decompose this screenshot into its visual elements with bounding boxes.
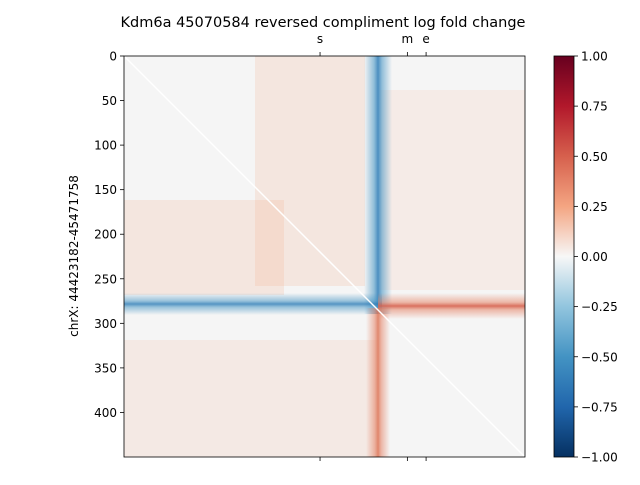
colorbar-tick-label: −1.00 (581, 451, 618, 465)
y-tick-label: 200 (94, 228, 117, 242)
colorbar-tick-label: 0.00 (581, 250, 608, 264)
heatmap-red-horizontal-band (378, 293, 525, 319)
heatmap-blue-horizontal-band (124, 293, 382, 315)
colorbar-tick-label: 0.25 (581, 200, 608, 214)
heatmap-red-wash-left (124, 200, 284, 295)
heatmap-blue-vertical-band (364, 56, 392, 314)
top-marker-label-m: m (402, 32, 414, 46)
heatmap (124, 56, 525, 457)
y-tick-label: 150 (94, 183, 117, 197)
heatmap-red-wash-right (380, 90, 525, 290)
y-tick-label: 100 (94, 139, 117, 153)
colorbar-tick-label: −0.75 (581, 400, 618, 414)
y-tick-label: 250 (94, 272, 117, 286)
y-tick-label: 400 (94, 406, 117, 420)
heatmap-red-wash-lower (124, 340, 379, 457)
bottom-marker-axis (319, 457, 427, 461)
y-tick-label: 0 (109, 50, 117, 64)
colorbar-tick-label: 0.50 (581, 150, 608, 164)
colorbar-tick-label: −0.50 (581, 350, 618, 364)
y-tick-label: 50 (102, 94, 117, 108)
colorbar-tick-label: −0.25 (581, 300, 618, 314)
y-axis: 0 50 100 150 200 250 300 350 400 (94, 50, 124, 420)
y-tick-label: 300 (94, 317, 117, 331)
chart-title: Kdm6a 45070584 reversed compliment log f… (121, 15, 526, 31)
heatmap-diagonal-line (124, 56, 525, 457)
y-axis-label: chrX: 44423182-45471758 (67, 175, 81, 337)
colorbar (553, 55, 575, 458)
colorbar-tick-label: 1.00 (581, 50, 608, 64)
colorbar-axis: −1.00 −0.75 −0.50 −0.25 0.00 0.25 0.50 0.75 1.00 (574, 50, 618, 465)
colorbar-tick-label: 0.75 (581, 100, 608, 114)
y-tick-label: 350 (94, 361, 117, 375)
heatmap-red-vertical-band (366, 308, 390, 457)
top-marker-label-s: s (317, 32, 323, 46)
heatmap-red-wash-top (255, 56, 365, 286)
top-marker-label-e: e (422, 32, 429, 46)
heatmap-frame (123, 55, 526, 458)
